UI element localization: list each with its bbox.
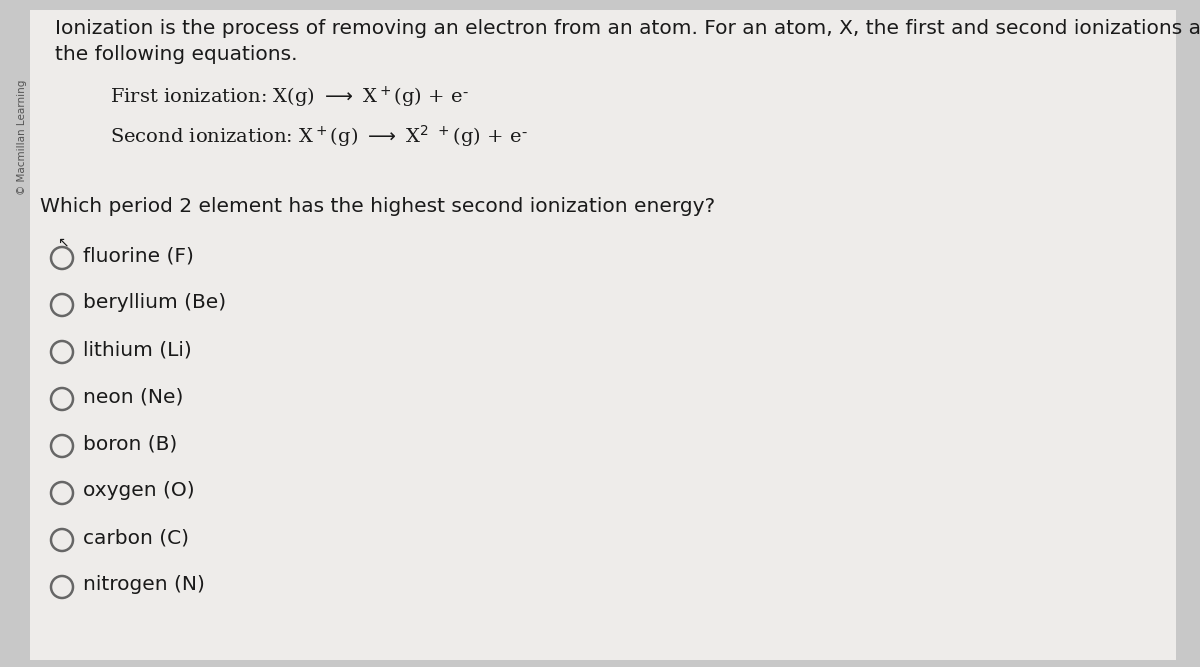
Text: neon (Ne): neon (Ne) — [83, 388, 184, 406]
Text: carbon (C): carbon (C) — [83, 528, 190, 548]
Text: © Macmillan Learning: © Macmillan Learning — [17, 80, 26, 195]
Text: boron (B): boron (B) — [83, 434, 178, 454]
Text: the following equations.: the following equations. — [55, 45, 298, 64]
Text: beryllium (Be): beryllium (Be) — [83, 293, 226, 313]
Text: Second ionization: X$^+$(g) $\longrightarrow$ X$^2$ $^+$(g) + e$^{\bar{\ }}$: Second ionization: X$^+$(g) $\longrighta… — [110, 123, 528, 149]
Text: nitrogen (N): nitrogen (N) — [83, 576, 205, 594]
Text: oxygen (O): oxygen (O) — [83, 482, 194, 500]
Text: lithium (Li): lithium (Li) — [83, 340, 192, 360]
Text: First ionization: X(g) $\longrightarrow$ X$^+$(g) + e$^{\bar{\ }}$: First ionization: X(g) $\longrightarrow$… — [110, 85, 469, 110]
Text: ↖: ↖ — [58, 235, 68, 249]
Text: fluorine (F): fluorine (F) — [83, 247, 194, 265]
Text: Ionization is the process of removing an electron from an atom. For an atom, X, : Ionization is the process of removing an… — [55, 19, 1200, 38]
Text: Which period 2 element has the highest second ionization energy?: Which period 2 element has the highest s… — [40, 197, 715, 216]
